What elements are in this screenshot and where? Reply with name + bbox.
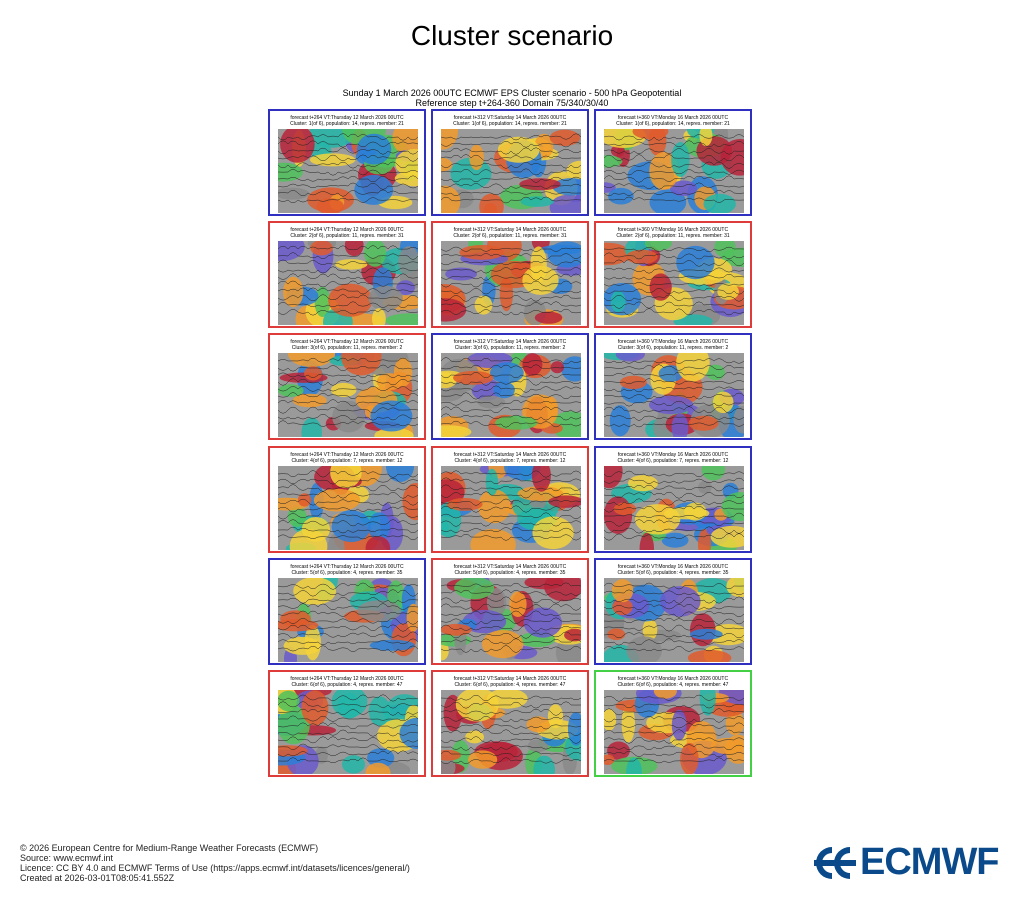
panel-forecast-label: forecast t+312 VT:Saturday 14 March 2026… (453, 676, 567, 682)
cluster-panel: forecast t+264 VT:Thursday 12 March 2026… (268, 446, 426, 553)
created-text: Created at 2026-03-01T08:05:41.552Z (20, 873, 175, 883)
panel-forecast-label: forecast t+264 VT:Thursday 12 March 2026… (290, 339, 404, 345)
panel-cluster-label: Cluster: 1(of 6), population: 14, repres… (453, 121, 567, 127)
cluster-panel: forecast t+264 VT:Thursday 12 March 2026… (268, 333, 426, 440)
panel-cluster-label: Cluster: 5(of 6), population: 4, repres.… (454, 570, 566, 576)
geopotential-map (278, 129, 418, 213)
geopotential-map (441, 241, 581, 325)
panel-forecast-label: forecast t+264 VT:Thursday 12 March 2026… (290, 452, 404, 458)
panel-cluster-label: Cluster: 1(of 6), population: 14, repres… (290, 121, 404, 127)
geopotential-map (278, 241, 418, 325)
cluster-panel: forecast t+264 VT:Thursday 12 March 2026… (268, 558, 426, 665)
panel-cluster-label: Cluster: 6(of 6), population: 4, repres.… (291, 682, 403, 688)
geopotential-map (278, 578, 418, 662)
copyright-text: © 2026 European Centre for Medium-Range … (20, 843, 319, 853)
geopotential-map (441, 578, 581, 662)
cluster-panel: forecast t+360 VT:Monday 16 March 2026 0… (594, 558, 752, 665)
panel-cluster-label: Cluster: 5(of 6), population: 4, repres.… (617, 570, 729, 576)
geopotential-map (278, 466, 418, 550)
panel-cluster-label: Cluster: 4(of 6), population: 7, repres.… (617, 458, 729, 464)
cluster-panel: forecast t+264 VT:Thursday 12 March 2026… (268, 670, 426, 777)
ecmwf-logo: ECMWF (812, 841, 1007, 883)
cluster-panel: forecast t+264 VT:Thursday 12 March 2026… (268, 109, 426, 216)
panel-cluster-label: Cluster: 6(of 6), population: 4, repres.… (454, 682, 566, 688)
panel-cluster-label: Cluster: 3(of 6), population: 11, repres… (617, 345, 729, 351)
geopotential-map (441, 466, 581, 550)
page-title: Cluster scenario (410, 20, 614, 51)
panel-cluster-label: Cluster: 5(of 6), population: 4, repres.… (291, 570, 403, 576)
licence-text: Licence: CC BY 4.0 and ECMWF Terms of Us… (20, 863, 410, 873)
cluster-panel: forecast t+360 VT:Monday 16 March 2026 0… (594, 670, 752, 777)
panel-cluster-label: Cluster: 2(of 6), population: 11, repres… (616, 233, 730, 239)
panel-forecast-label: forecast t+360 VT:Monday 16 March 2026 0… (617, 676, 729, 682)
geopotential-map (604, 353, 744, 437)
geopotential-map (441, 129, 581, 213)
cluster-panel: forecast t+312 VT:Saturday 14 March 2026… (431, 333, 589, 440)
geopotential-map (441, 690, 581, 774)
figure-header: Sunday 1 March 2026 00UTC ECMWF EPS Clus… (270, 88, 754, 108)
cluster-panel: forecast t+312 VT:Saturday 14 March 2026… (431, 109, 589, 216)
cluster-panel: forecast t+312 VT:Saturday 14 March 2026… (431, 446, 589, 553)
geopotential-map (604, 466, 744, 550)
logo-text: ECMWF (860, 841, 1000, 883)
geopotential-map (278, 690, 418, 774)
geopotential-map (604, 578, 744, 662)
panel-cluster-label: Cluster: 6(of 6), population: 4, repres.… (617, 682, 729, 688)
panel-forecast-label: forecast t+312 VT:Saturday 14 March 2026… (453, 452, 567, 458)
geopotential-map (604, 129, 744, 213)
panel-cluster-label: Cluster: 4(of 6), population: 7, repres.… (291, 458, 403, 464)
panel-forecast-label: forecast t+264 VT:Thursday 12 March 2026… (290, 227, 404, 233)
panel-cluster-label: Cluster: 1(of 6), population: 14, repres… (616, 121, 730, 127)
ecmwf-logo-icon (814, 847, 856, 879)
panel-cluster-label: Cluster: 4(of 6), population: 7, repres.… (454, 458, 566, 464)
footer: © 2026 European Centre for Medium-Range … (20, 843, 410, 883)
panel-forecast-label: forecast t+264 VT:Thursday 12 March 2026… (290, 676, 404, 682)
cluster-panel: forecast t+312 VT:Saturday 14 March 2026… (431, 558, 589, 665)
panel-forecast-label: forecast t+360 VT:Monday 16 March 2026 0… (617, 452, 729, 458)
header-line-1: Sunday 1 March 2026 00UTC ECMWF EPS Clus… (342, 88, 682, 98)
panel-cluster-label: Cluster: 3(of 6), population: 11, repres… (291, 345, 403, 351)
panel-cluster-label: Cluster: 2(of 6), population: 11, repres… (290, 233, 404, 239)
geopotential-map (441, 353, 581, 437)
panel-forecast-label: forecast t+312 VT:Saturday 14 March 2026… (453, 227, 567, 233)
cluster-panel: forecast t+360 VT:Monday 16 March 2026 0… (594, 221, 752, 328)
panel-forecast-label: forecast t+264 VT:Thursday 12 March 2026… (290, 115, 404, 121)
cluster-panel: forecast t+360 VT:Monday 16 March 2026 0… (594, 446, 752, 553)
geopotential-map (604, 690, 744, 774)
cluster-panel: forecast t+264 VT:Thursday 12 March 2026… (268, 221, 426, 328)
cluster-panel: forecast t+312 VT:Saturday 14 March 2026… (431, 670, 589, 777)
panel-cluster-label: Cluster: 3(of 6), population: 11, repres… (454, 345, 566, 351)
panel-forecast-label: forecast t+264 VT:Thursday 12 March 2026… (290, 564, 404, 570)
panel-forecast-label: forecast t+312 VT:Saturday 14 March 2026… (453, 564, 567, 570)
header-line-2: Reference step t+264-360 Domain 75/340/3… (415, 98, 609, 108)
panel-forecast-label: forecast t+360 VT:Monday 16 March 2026 0… (617, 115, 729, 121)
panel-forecast-label: forecast t+360 VT:Monday 16 March 2026 0… (617, 227, 729, 233)
panel-forecast-label: forecast t+312 VT:Saturday 14 March 2026… (453, 339, 567, 345)
panel-forecast-label: forecast t+312 VT:Saturday 14 March 2026… (453, 115, 567, 121)
panel-forecast-label: forecast t+360 VT:Monday 16 March 2026 0… (617, 564, 729, 570)
panel-cluster-label: Cluster: 2(of 6), population: 11, repres… (453, 233, 567, 239)
panel-forecast-label: forecast t+360 VT:Monday 16 March 2026 0… (617, 339, 729, 345)
cluster-panel: forecast t+312 VT:Saturday 14 March 2026… (431, 221, 589, 328)
geopotential-map (604, 241, 744, 325)
cluster-panel: forecast t+360 VT:Monday 16 March 2026 0… (594, 333, 752, 440)
geopotential-map (278, 353, 418, 437)
source-text: Source: www.ecmwf.int (20, 853, 114, 863)
cluster-panel: forecast t+360 VT:Monday 16 March 2026 0… (594, 109, 752, 216)
